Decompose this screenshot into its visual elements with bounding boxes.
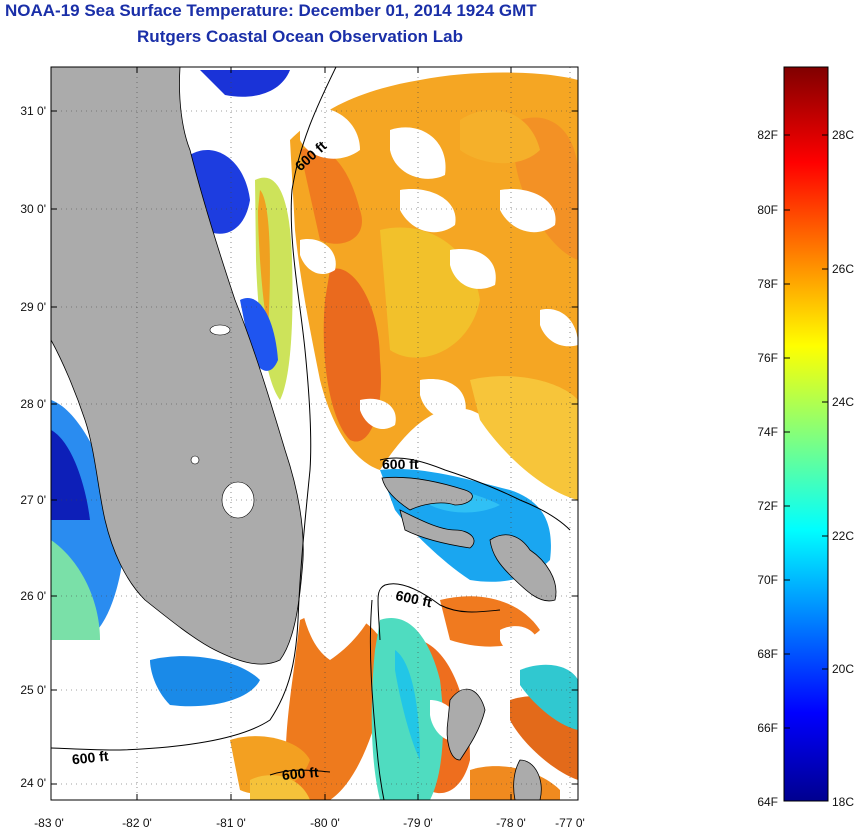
lon-label: -77 0' [555, 816, 585, 830]
lon-label: -81 0' [216, 816, 246, 830]
grand-bahama [381, 476, 473, 511]
contour-label: 600 ft [382, 456, 419, 472]
colorbar-f-label: 70F [757, 573, 778, 587]
lat-label: 26 0' [20, 589, 46, 603]
colorbar-f-label: 64F [757, 795, 778, 809]
colorbar-c-label: 24C [832, 395, 855, 409]
lat-label: 29 0' [20, 300, 46, 314]
lon-label: -78 0' [496, 816, 526, 830]
lat-label: 31 0' [20, 104, 46, 118]
lon-label: -79 0' [403, 816, 433, 830]
contour-label: 600 ft [281, 764, 319, 783]
colorbar-c-label: 28C [832, 128, 855, 142]
colorbar-f-label: 80F [757, 203, 778, 217]
graticule [51, 67, 578, 800]
andros-island [446, 688, 486, 761]
lat-label: 28 0' [20, 397, 46, 411]
bahama-bank [399, 509, 475, 549]
inland-lake [209, 324, 231, 336]
color-bar [783, 66, 829, 802]
colorbar-c-label: 18C [832, 795, 855, 809]
lat-label: 27 0' [20, 493, 46, 507]
lakes [190, 324, 255, 519]
colorbar-f-label: 68F [757, 647, 778, 661]
map-frame [50, 66, 579, 801]
colorbar-f-label: 82F [757, 128, 778, 142]
colorbar-f-label: 76F [757, 351, 778, 365]
small-lake [190, 455, 200, 465]
colorbar-c-label: 26C [832, 262, 855, 276]
map-subtitle: Rutgers Coastal Ocean Observation Lab [137, 27, 463, 46]
color-bar-ticks [784, 134, 828, 729]
contour-label: 600 ft [394, 587, 433, 610]
map-title: NOAA-19 Sea Surface Temperature: Decembe… [5, 1, 537, 20]
contour-label: 600 ft [71, 748, 109, 768]
eleuthera-island [513, 759, 542, 800]
abaco-island [489, 534, 557, 602]
lat-label: 30 0' [20, 202, 46, 216]
colorbar-f-label: 74F [757, 425, 778, 439]
colorbar-c-label: 20C [832, 662, 855, 676]
axis-ticks [51, 67, 578, 800]
colorbar-f-label: 66F [757, 721, 778, 735]
lon-label: -82 0' [122, 816, 152, 830]
lat-label: 24 0' [20, 776, 46, 790]
sst-field: 600 ft 600 ft 600 ft 600 ft 600 ft [51, 67, 578, 800]
colorbar-c-label: 22C [832, 529, 855, 543]
lat-label: 25 0' [20, 683, 46, 697]
colorbar-f-label: 72F [757, 499, 778, 513]
isobath-600ft [51, 67, 571, 800]
colorbar-f-label: 78F [757, 277, 778, 291]
lon-label: -83 0' [34, 816, 64, 830]
lon-label: -80 0' [310, 816, 340, 830]
